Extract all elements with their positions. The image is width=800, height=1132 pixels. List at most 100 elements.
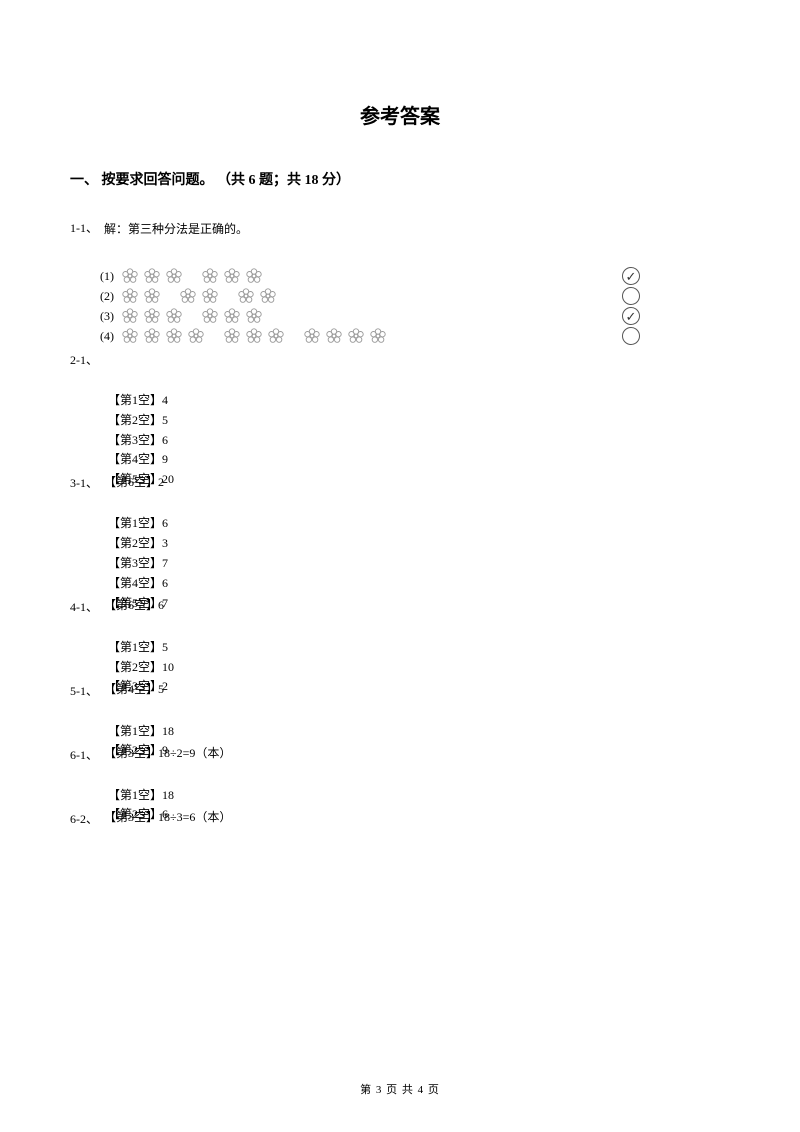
blank-line: 【第1空】18 xyxy=(108,722,730,742)
qnum-5-1: 5-1、 xyxy=(70,682,100,700)
flower-icon xyxy=(201,307,219,325)
flower-icon xyxy=(223,267,241,285)
flower-icon xyxy=(179,287,197,305)
flower-icon xyxy=(223,327,241,345)
empty-circle-icon xyxy=(622,287,640,305)
q4-last: 【第6空】6 xyxy=(104,595,164,615)
qnum-2-1: 2-1、 xyxy=(70,351,100,369)
flower-icon xyxy=(165,267,183,285)
q3-last: 【第6空】2 xyxy=(104,472,164,492)
flower-rows: (1) ✓ (2) (3)✓ (4) xyxy=(70,267,730,345)
flower-icon xyxy=(121,307,139,325)
flower-icon xyxy=(223,307,241,325)
blank-line: 【第1空】4 xyxy=(108,391,730,411)
flower-icon xyxy=(245,267,263,285)
flower-icon xyxy=(121,327,139,345)
flower-icon xyxy=(223,307,241,325)
flower-icon xyxy=(201,267,219,285)
flower-icon xyxy=(187,327,205,345)
flower-icon xyxy=(201,267,219,285)
qnum-4-1-row: 4-1、 【第6空】6 xyxy=(70,595,730,615)
flower-row: (1) ✓ xyxy=(100,267,730,285)
blank-line: 【第2空】10 xyxy=(108,658,730,678)
flower-icon xyxy=(121,307,139,325)
flower-row: (3)✓ xyxy=(100,307,730,325)
flower-icon xyxy=(143,287,161,305)
flower-icon xyxy=(143,327,161,345)
flower-icon xyxy=(187,327,205,345)
qnum-3-1: 3-1、 xyxy=(70,474,100,492)
flower-icon xyxy=(201,287,219,305)
answer-1-1-text: 解：第三种分法是正确的。 xyxy=(104,220,248,237)
qnum-2-1-row: 2-1、 xyxy=(70,351,730,369)
flower-row: (2) xyxy=(100,287,730,305)
row-label: (2) xyxy=(100,289,114,304)
flower-icon xyxy=(245,327,263,345)
flower-icon xyxy=(165,307,183,325)
blank-line: 【第3空】7 xyxy=(108,554,730,574)
qnum-6-2: 6-2、 xyxy=(70,810,100,828)
q6b-last: 【第3空】18÷3=6（本） xyxy=(104,807,231,827)
flower-icon xyxy=(267,327,285,345)
flower-icon xyxy=(165,327,183,345)
section-header: 一、 按要求回答问题。 （共 6 题；共 18 分） xyxy=(70,169,730,189)
flower-icon xyxy=(259,287,277,305)
blank-line: 【第4空】9 xyxy=(108,450,730,470)
flower-icon xyxy=(347,327,365,345)
answer-1-1: 1-1、 解：第三种分法是正确的。 xyxy=(70,219,730,237)
flower-icon xyxy=(237,287,255,305)
blank-line: 【第1空】5 xyxy=(108,638,730,658)
flower-icon xyxy=(121,287,139,305)
flower-icon xyxy=(245,327,263,345)
flower-icon xyxy=(143,307,161,325)
flower-icon xyxy=(259,287,277,305)
row-label: (1) xyxy=(100,269,114,284)
blank-line: 【第2空】5 xyxy=(108,411,730,431)
page-title: 参考答案 xyxy=(70,100,730,129)
flower-icon xyxy=(237,287,255,305)
page-content: 参考答案 一、 按要求回答问题。 （共 6 题；共 18 分） 1-1、 解：第… xyxy=(0,0,800,886)
blank-line: 【第4空】6 xyxy=(108,574,730,594)
empty-circle-icon xyxy=(622,327,640,345)
flower-icon xyxy=(165,267,183,285)
blank-line: 【第1空】6 xyxy=(108,514,730,534)
flower-icon xyxy=(143,267,161,285)
flower-icon xyxy=(325,327,343,345)
qnum-6-2-row: 6-2、 【第3空】18÷3=6（本） xyxy=(70,807,730,827)
flower-icon xyxy=(347,327,365,345)
qnum-4-1: 4-1、 xyxy=(70,598,100,616)
q6a-last: 【第3空】18÷2=9（本） xyxy=(104,743,231,763)
blank-line: 【第2空】3 xyxy=(108,534,730,554)
flower-icon xyxy=(121,267,139,285)
page-footer: 第 3 页 共 4 页 xyxy=(0,1081,800,1097)
flower-icon xyxy=(245,307,263,325)
flower-icon xyxy=(303,327,321,345)
flower-icon xyxy=(223,267,241,285)
flower-icon xyxy=(267,327,285,345)
check-mark-icon: ✓ xyxy=(622,267,640,285)
flower-icon xyxy=(143,267,161,285)
flower-icon xyxy=(143,307,161,325)
row-label: (3) xyxy=(100,309,114,324)
flower-icon xyxy=(143,287,161,305)
flower-icon xyxy=(201,287,219,305)
flower-icon xyxy=(369,327,387,345)
flower-icon xyxy=(121,287,139,305)
flower-icon xyxy=(179,287,197,305)
flower-icon xyxy=(143,327,161,345)
flower-icon xyxy=(121,327,139,345)
flower-icon xyxy=(245,267,263,285)
flower-icon xyxy=(165,327,183,345)
answer-2-1-block: (1) ✓ (2) (3)✓ (4) xyxy=(70,255,730,345)
qnum-6-1-row: 6-1、 【第3空】18÷2=9（本） xyxy=(70,743,730,763)
flower-icon xyxy=(245,307,263,325)
row-label: (4) xyxy=(100,329,114,344)
flower-icon xyxy=(223,327,241,345)
flower-icon xyxy=(369,327,387,345)
q5-last: 【第4空】5 xyxy=(104,679,164,699)
flower-icon xyxy=(201,307,219,325)
qnum-5-1-row: 5-1、 【第4空】5 xyxy=(70,679,730,699)
blank-line: 【第1空】18 xyxy=(108,786,730,806)
flower-icon xyxy=(121,267,139,285)
flower-icon xyxy=(165,307,183,325)
